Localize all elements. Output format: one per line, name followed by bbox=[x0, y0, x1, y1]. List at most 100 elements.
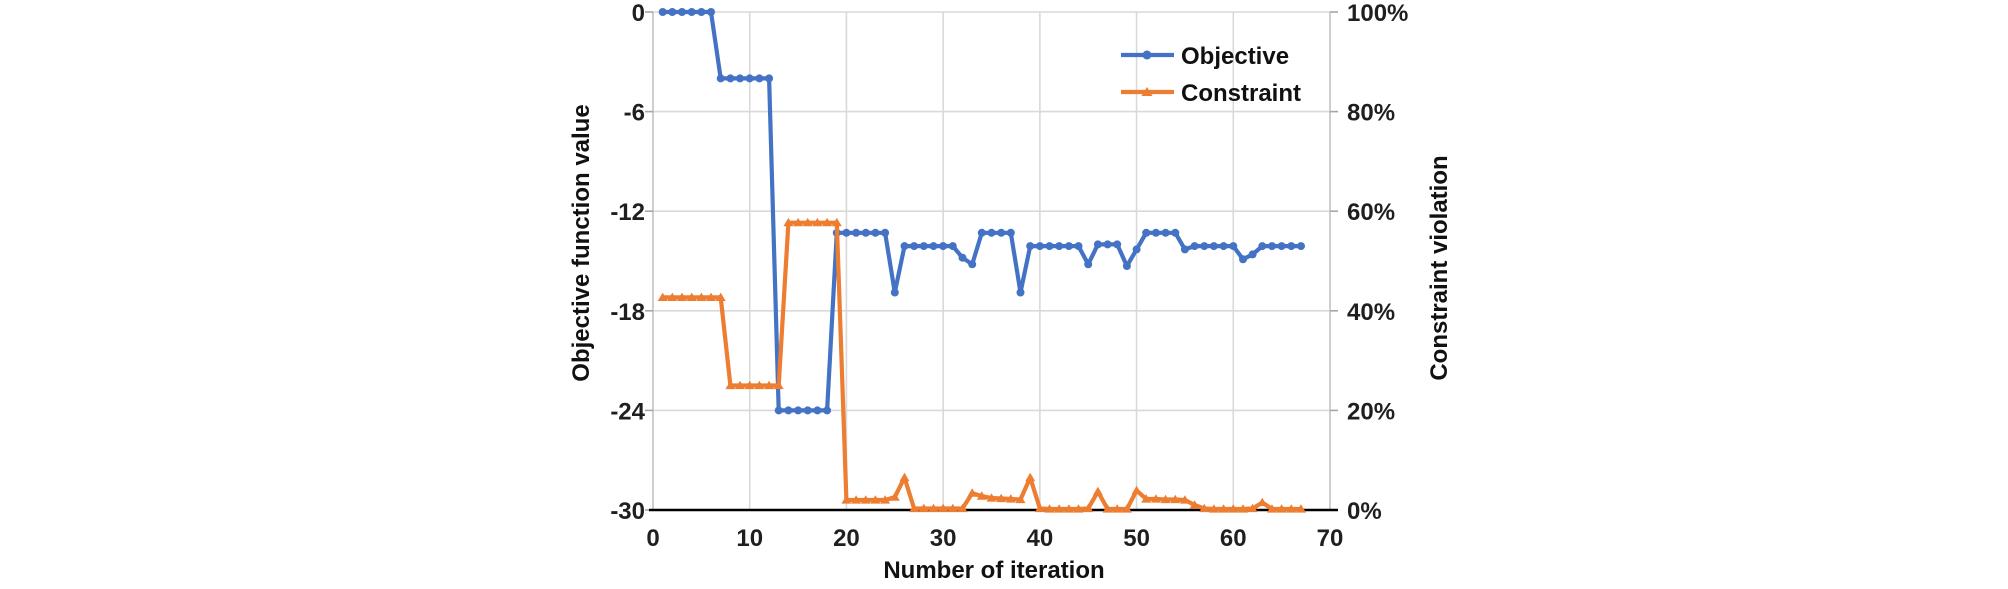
constraint-point-marker bbox=[822, 217, 833, 227]
constraint-point-marker bbox=[725, 380, 736, 390]
constraint-point-marker bbox=[686, 292, 697, 301]
y-left-tick-label: -12 bbox=[610, 199, 645, 226]
x-tick-label: 10 bbox=[736, 525, 763, 552]
constraint-series bbox=[657, 217, 1306, 513]
objective-point-marker bbox=[1084, 260, 1093, 269]
objective-point-marker bbox=[948, 242, 957, 251]
objective-point-marker bbox=[1180, 245, 1189, 254]
y-right-axis-title: Constraint violation bbox=[1426, 155, 1453, 380]
constraint-point-marker bbox=[870, 495, 881, 504]
constraint-point-marker bbox=[996, 493, 1007, 503]
objective-point-marker bbox=[1093, 240, 1102, 249]
objective-point-marker bbox=[736, 74, 744, 83]
objective-point-marker bbox=[658, 8, 667, 16]
objective-point-marker bbox=[784, 406, 793, 415]
objective-point-marker bbox=[861, 228, 870, 237]
constraint-point-marker bbox=[744, 380, 755, 390]
constraint-point-marker bbox=[1083, 503, 1094, 513]
x-axis-title: Number of iteration bbox=[883, 557, 1104, 584]
constraint-point-marker bbox=[1034, 503, 1045, 513]
constraint-point-marker bbox=[1218, 504, 1229, 513]
constraint-point-marker bbox=[735, 380, 745, 390]
series-layer bbox=[657, 8, 1306, 513]
objective-point-marker bbox=[929, 242, 938, 251]
objective-point-marker bbox=[1045, 242, 1054, 251]
objective-point-marker bbox=[1190, 242, 1199, 251]
y-left-tick-label: -6 bbox=[624, 100, 645, 127]
objective-point-marker bbox=[765, 74, 774, 83]
objective-point-marker bbox=[745, 74, 754, 83]
constraint-point-marker bbox=[860, 495, 871, 504]
constraint-point-marker bbox=[754, 380, 765, 390]
constraint-point-marker bbox=[1044, 504, 1055, 513]
constraint-point-marker bbox=[918, 503, 929, 513]
y-right-tick-label: 0% bbox=[1347, 498, 1382, 525]
constraint-point-marker bbox=[928, 503, 939, 513]
y-left-axis-title: Objective function value bbox=[568, 104, 595, 381]
objective-point-marker bbox=[1064, 242, 1073, 251]
objective-point-marker bbox=[803, 406, 812, 415]
objective-point-marker bbox=[1113, 240, 1122, 249]
constraint-point-marker bbox=[1160, 494, 1171, 504]
legend-label-objective: Objective bbox=[1181, 43, 1289, 70]
y-left-tick-label: 0 bbox=[632, 0, 645, 27]
constraint-point-marker bbox=[1208, 504, 1219, 513]
y-left-tick-label: -30 bbox=[610, 498, 645, 525]
constraint-point-marker bbox=[967, 488, 978, 497]
objective-point-marker bbox=[678, 8, 686, 16]
objective-point-marker bbox=[774, 406, 783, 415]
constraint-point-marker bbox=[696, 292, 707, 301]
y-left-tick-label: -24 bbox=[610, 398, 645, 425]
y-right-tick-label: 100% bbox=[1347, 0, 1408, 27]
objective-point-marker bbox=[1200, 242, 1209, 251]
constraint-point-marker bbox=[899, 472, 910, 482]
constraint-point-marker bbox=[1189, 500, 1200, 509]
objective-point-marker bbox=[919, 242, 928, 251]
objective-point-marker bbox=[939, 242, 948, 251]
objective-point-marker bbox=[1026, 242, 1035, 251]
objective-point-marker bbox=[900, 242, 909, 251]
objective-point-marker bbox=[755, 74, 764, 83]
objective-point-marker bbox=[852, 228, 861, 237]
constraint-point-marker bbox=[880, 495, 891, 504]
objective-point-marker bbox=[1016, 288, 1025, 297]
constraint-point-marker bbox=[1005, 494, 1016, 503]
constraint-point-marker bbox=[1286, 504, 1297, 513]
constraint-point-marker bbox=[831, 217, 842, 227]
constraint-point-marker bbox=[1015, 494, 1026, 504]
objective-point-marker bbox=[890, 288, 899, 297]
objective-point-marker bbox=[707, 8, 715, 16]
constraint-point-marker bbox=[764, 380, 775, 390]
constraint-point-marker bbox=[851, 495, 862, 504]
objective-point-marker bbox=[1209, 242, 1218, 251]
constraint-point-marker bbox=[986, 493, 997, 502]
objective-point-marker bbox=[726, 74, 735, 83]
constraint-point-marker bbox=[909, 503, 920, 513]
constraint-point-marker bbox=[802, 217, 813, 227]
constraint-point-marker bbox=[706, 292, 716, 301]
objective-point-marker bbox=[997, 228, 1006, 237]
objective-point-marker bbox=[1287, 242, 1296, 251]
objective-point-marker bbox=[1248, 250, 1257, 259]
y-right-tick-label: 80% bbox=[1347, 100, 1395, 127]
objective-point-marker bbox=[1268, 242, 1276, 251]
constraint-point-marker bbox=[1247, 503, 1258, 513]
objective-point-marker bbox=[1006, 228, 1015, 237]
constraint-point-marker bbox=[1063, 504, 1074, 513]
y-left-tick-label: -18 bbox=[610, 299, 645, 326]
constraint-point-marker bbox=[677, 292, 687, 301]
legend-label-constraint: Constraint bbox=[1181, 80, 1301, 107]
objective-point-marker bbox=[871, 228, 880, 237]
objective-point-marker bbox=[716, 74, 725, 83]
objective-point-marker bbox=[987, 228, 996, 237]
constraint-point-marker bbox=[1228, 504, 1239, 513]
constraint-point-marker bbox=[1054, 504, 1065, 513]
x-tick-label: 70 bbox=[1317, 525, 1344, 552]
objective-point-marker bbox=[1239, 255, 1247, 264]
objective-point-marker bbox=[1161, 228, 1170, 237]
objective-point-marker bbox=[687, 8, 696, 16]
objective-point-marker bbox=[1142, 228, 1151, 237]
x-tick-label: 20 bbox=[833, 525, 860, 552]
constraint-point-marker bbox=[1296, 504, 1306, 513]
constraint-point-marker bbox=[715, 292, 726, 301]
